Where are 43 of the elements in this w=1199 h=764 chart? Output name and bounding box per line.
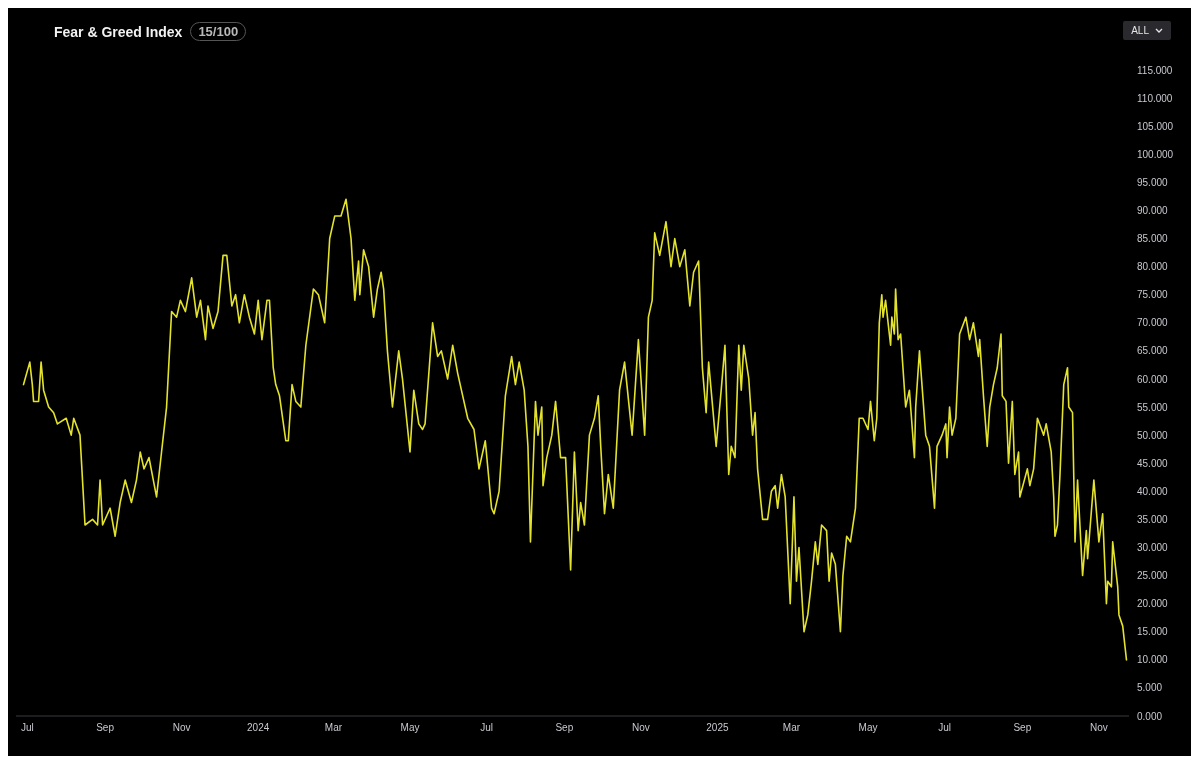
y-tick-label: 70.000 — [1137, 317, 1169, 329]
y-tick-label: 105.000 — [1137, 120, 1174, 132]
y-tick-label: 115.000 — [1137, 64, 1173, 76]
y-tick-label: 0.000 — [1137, 710, 1163, 722]
y-tick-label: 85.000 — [1137, 233, 1169, 245]
x-tick-label: Jul — [20, 722, 34, 734]
y-tick-label: 40.000 — [1137, 485, 1169, 497]
x-tick-label: May — [858, 722, 878, 734]
x-tick-label: Sep — [555, 722, 574, 734]
y-tick-label: 100.000 — [1137, 148, 1174, 160]
y-tick-label: 65.000 — [1137, 345, 1169, 357]
y-tick-label: 35.000 — [1137, 513, 1169, 525]
x-tick-label: 2024 — [247, 722, 270, 734]
text: ALL — [1131, 25, 1149, 36]
line-series — [22, 198, 1128, 661]
x-tick-label: Nov — [172, 722, 191, 734]
y-tick-label: 90.000 — [1137, 204, 1169, 216]
y-tick-label: 30.000 — [1137, 542, 1169, 554]
x-tick-label: Mar — [782, 722, 801, 734]
x-tick-label: Sep — [96, 722, 115, 734]
x-tick-label: Nov — [631, 722, 650, 734]
y-tick-label: 10.000 — [1137, 654, 1169, 666]
y-tick-label: 95.000 — [1137, 176, 1169, 188]
y-tick-label: 75.000 — [1137, 289, 1169, 301]
y-tick-label: 110.000 — [1137, 92, 1173, 104]
y-tick-label: 60.000 — [1137, 373, 1169, 385]
chart-title: Fear & Greed Index — [54, 23, 183, 40]
y-tick-label: 25.000 — [1137, 570, 1169, 582]
y-tick-label: 50.000 — [1137, 429, 1169, 441]
x-tick-label: Sep — [1013, 722, 1032, 734]
x-tick-label: Jul — [480, 722, 493, 734]
y-tick-label: 15.000 — [1137, 626, 1169, 638]
y-tick-label: 80.000 — [1137, 261, 1169, 273]
y-tick-label: 5.000 — [1137, 682, 1163, 694]
x-tick-label: 2025 — [706, 722, 729, 734]
y-tick-label: 55.000 — [1137, 401, 1169, 413]
x-tick-label: Mar — [324, 722, 343, 734]
x-tick-label: Jul — [938, 722, 951, 734]
x-tick-label: May — [400, 722, 420, 734]
y-tick-label: 45.000 — [1137, 457, 1169, 469]
x-tick-label: Nov — [1089, 722, 1108, 734]
y-tick-label: 20.000 — [1137, 598, 1169, 610]
chart-subtitle: 15/100 — [190, 22, 247, 41]
